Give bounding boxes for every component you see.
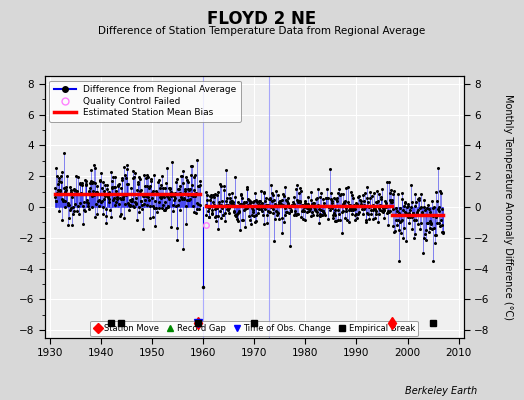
Text: FLOYD 2 NE: FLOYD 2 NE [208,10,316,28]
Text: Berkeley Earth: Berkeley Earth [405,386,477,396]
Text: Difference of Station Temperature Data from Regional Average: Difference of Station Temperature Data f… [99,26,425,36]
Y-axis label: Monthly Temperature Anomaly Difference (°C): Monthly Temperature Anomaly Difference (… [504,94,514,320]
Legend: Station Move, Record Gap, Time of Obs. Change, Empirical Break: Station Move, Record Gap, Time of Obs. C… [90,321,418,336]
